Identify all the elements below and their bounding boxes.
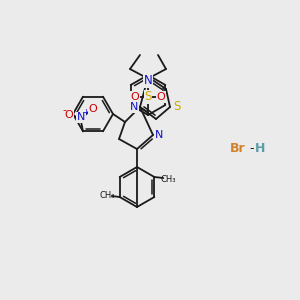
Text: -: - [246, 142, 254, 154]
Text: +: + [82, 108, 89, 117]
Text: -: - [62, 105, 66, 115]
Text: N: N [155, 130, 163, 140]
Text: S: S [144, 91, 152, 103]
Text: N: N [77, 112, 85, 122]
Text: O: O [88, 104, 98, 114]
Text: N: N [130, 102, 138, 112]
Text: N: N [130, 102, 138, 112]
Text: Br: Br [230, 142, 246, 154]
Text: H: H [255, 142, 265, 154]
Text: O: O [130, 92, 140, 102]
Text: O: O [64, 110, 74, 120]
Text: N: N [144, 74, 152, 88]
Text: O: O [157, 92, 165, 102]
Text: S: S [173, 100, 181, 113]
Text: CH₃: CH₃ [100, 190, 116, 200]
Text: CH₃: CH₃ [160, 175, 176, 184]
